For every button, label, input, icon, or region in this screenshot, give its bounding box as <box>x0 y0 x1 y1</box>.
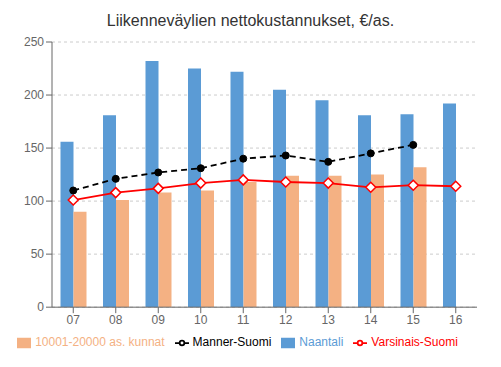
svg-text:08: 08 <box>109 313 123 327</box>
svg-text:11: 11 <box>237 313 250 327</box>
svg-text:150: 150 <box>24 141 44 155</box>
svg-text:10: 10 <box>194 313 208 327</box>
svg-text:15: 15 <box>407 313 421 327</box>
html-text:Manner-Suomi: Manner-Suomi <box>192 335 272 350</box>
svg-text:14: 14 <box>364 313 378 327</box>
svg-text:09: 09 <box>152 313 166 327</box>
svg-text:12: 12 <box>279 313 293 327</box>
svg-text:100: 100 <box>24 194 44 208</box>
svg-text:07: 07 <box>67 313 81 327</box>
html-text:Varsinais-Suomi: Varsinais-Suomi <box>371 335 458 350</box>
svg-text:200: 200 <box>24 88 44 102</box>
html-text:10001-20000 as. kunnat: 10001-20000 as. kunnat <box>35 335 165 350</box>
svg-text:250: 250 <box>24 35 44 49</box>
svg-text:50: 50 <box>31 247 45 261</box>
html-text:Liikenneväylien nettokustannuk: Liikenneväylien nettokustannukset, €/as. <box>106 12 395 29</box>
svg-text:0: 0 <box>37 300 44 314</box>
html-text:Naantali: Naantali <box>299 335 344 350</box>
svg-text:13: 13 <box>322 313 336 327</box>
svg-text:16: 16 <box>449 313 463 327</box>
